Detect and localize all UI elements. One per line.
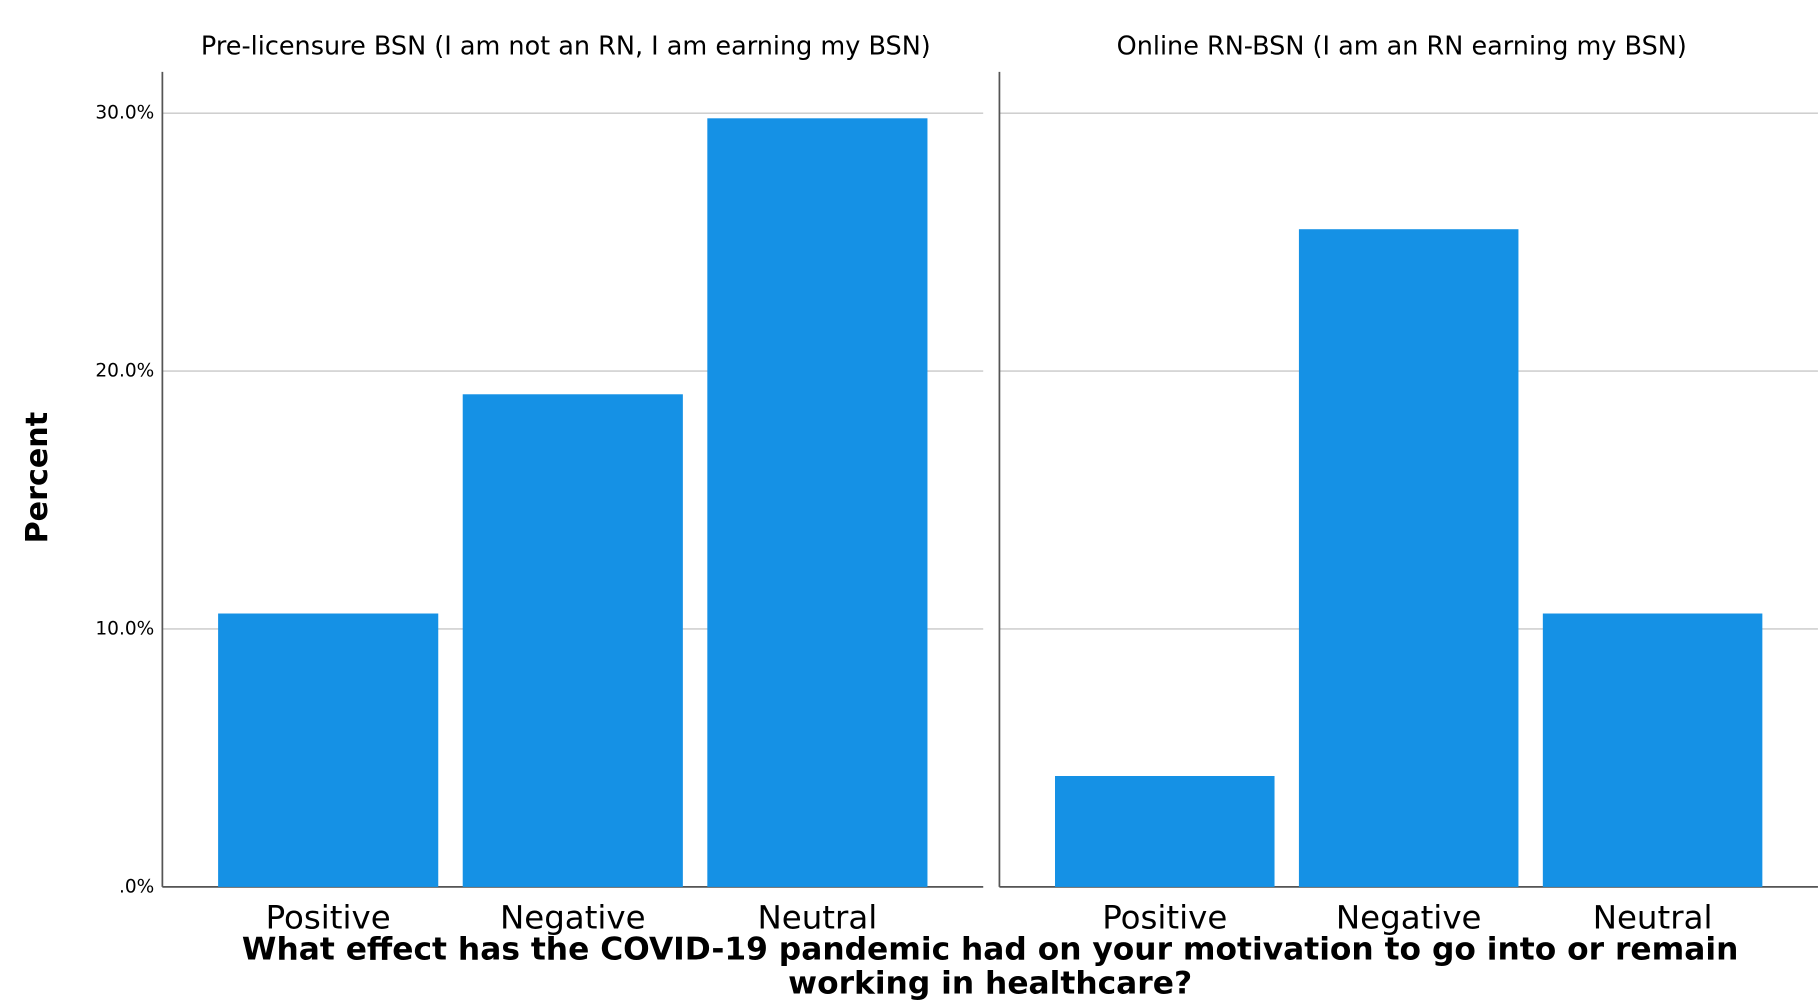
x-tick-label: Negative — [500, 898, 646, 936]
panel-title: Pre-licensure BSN (I am not an RN, I am … — [201, 32, 931, 62]
bar — [1542, 613, 1763, 887]
x-axis-label: working in healthcare? — [788, 965, 1192, 1001]
y-tick-label: 30.0% — [95, 103, 154, 124]
x-axis-label: What effect has the COVID-19 pandemic ha… — [242, 932, 1738, 968]
bar — [1055, 776, 1275, 887]
x-tick-label: Positive — [266, 898, 391, 936]
y-axis-label: Percent — [20, 412, 55, 544]
x-tick-label: Neutral — [757, 898, 877, 936]
x-tick-label: Negative — [1336, 898, 1482, 936]
bar — [462, 394, 683, 887]
bar — [1298, 229, 1519, 887]
x-tick-label: Neutral — [1593, 898, 1713, 936]
bar — [218, 613, 439, 887]
bar — [707, 118, 928, 887]
x-tick-label: Positive — [1102, 898, 1227, 936]
y-tick-label: .0% — [119, 876, 154, 897]
y-tick-label: 10.0% — [95, 618, 154, 639]
panel-title: Online RN-BSN (I am an RN earning my BSN… — [1117, 32, 1687, 62]
y-tick-label: 20.0% — [95, 361, 154, 382]
